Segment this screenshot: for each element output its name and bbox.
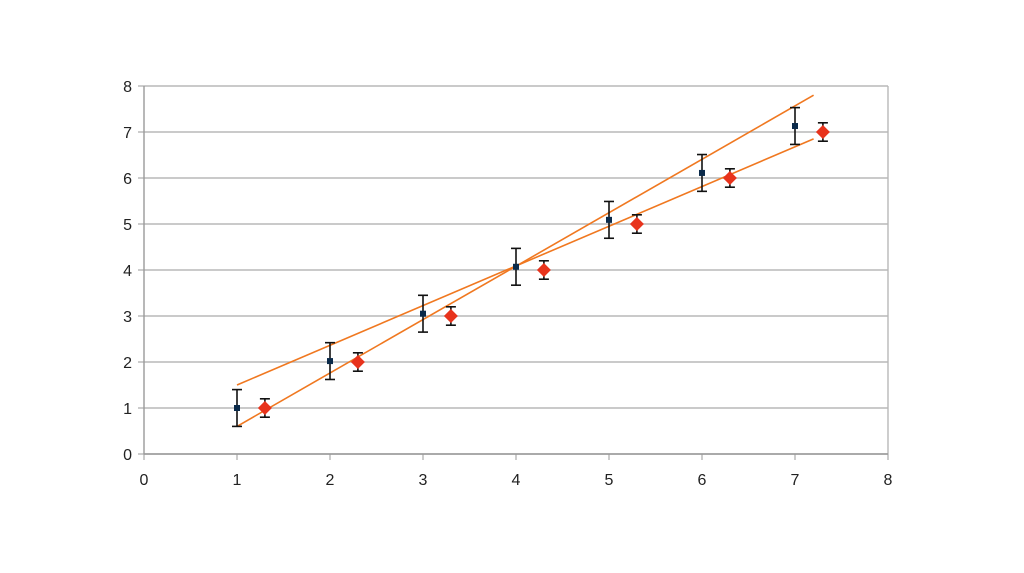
- data-point-square: [606, 216, 612, 223]
- x-tick-label: 5: [605, 472, 614, 489]
- x-tick-label: 4: [512, 472, 521, 489]
- y-tick-label: 0: [123, 447, 132, 464]
- data-point-square: [513, 263, 519, 270]
- trendline-1: [236, 138, 814, 386]
- y-tick-label: 1: [123, 401, 132, 418]
- x-tick-label: 2: [326, 472, 335, 489]
- data-point-square: [327, 358, 333, 365]
- x-tick-label: 7: [791, 472, 800, 489]
- data-point-diamond: [629, 217, 644, 231]
- data-point-diamond: [350, 355, 365, 369]
- axes: [138, 85, 889, 460]
- data-point-diamond: [722, 171, 737, 185]
- data-point-diamond: [443, 309, 458, 323]
- x-tick-label: 8: [884, 472, 893, 489]
- x-tick-label: 6: [698, 472, 707, 489]
- series-layer: [232, 106, 830, 428]
- data-point-square: [420, 310, 426, 317]
- y-tick-label: 6: [123, 171, 132, 188]
- y-tick-label: 5: [123, 217, 132, 234]
- y-tick-label: 4: [123, 263, 132, 280]
- data-point-diamond: [815, 125, 830, 139]
- data-point-square: [234, 405, 240, 411]
- y-tick-label: 8: [123, 79, 132, 96]
- x-tick-label: 0: [140, 472, 149, 489]
- data-point-square: [792, 123, 798, 130]
- y-tick-label: 2: [123, 355, 132, 372]
- trendline-2: [236, 94, 814, 428]
- y-tick-label: 3: [123, 309, 132, 326]
- tick-labels: 0 1 2 3 4 5 6 7 8 0 1 2 3 4 5 6 7 8: [123, 79, 892, 489]
- data-point-square: [699, 169, 705, 176]
- x-tick-label: 3: [419, 472, 428, 489]
- data-point-diamond: [257, 401, 272, 415]
- x-tick-label: 1: [233, 472, 242, 489]
- trendlines: [236, 94, 814, 428]
- data-point-diamond: [536, 263, 551, 277]
- y-tick-label: 7: [123, 125, 132, 142]
